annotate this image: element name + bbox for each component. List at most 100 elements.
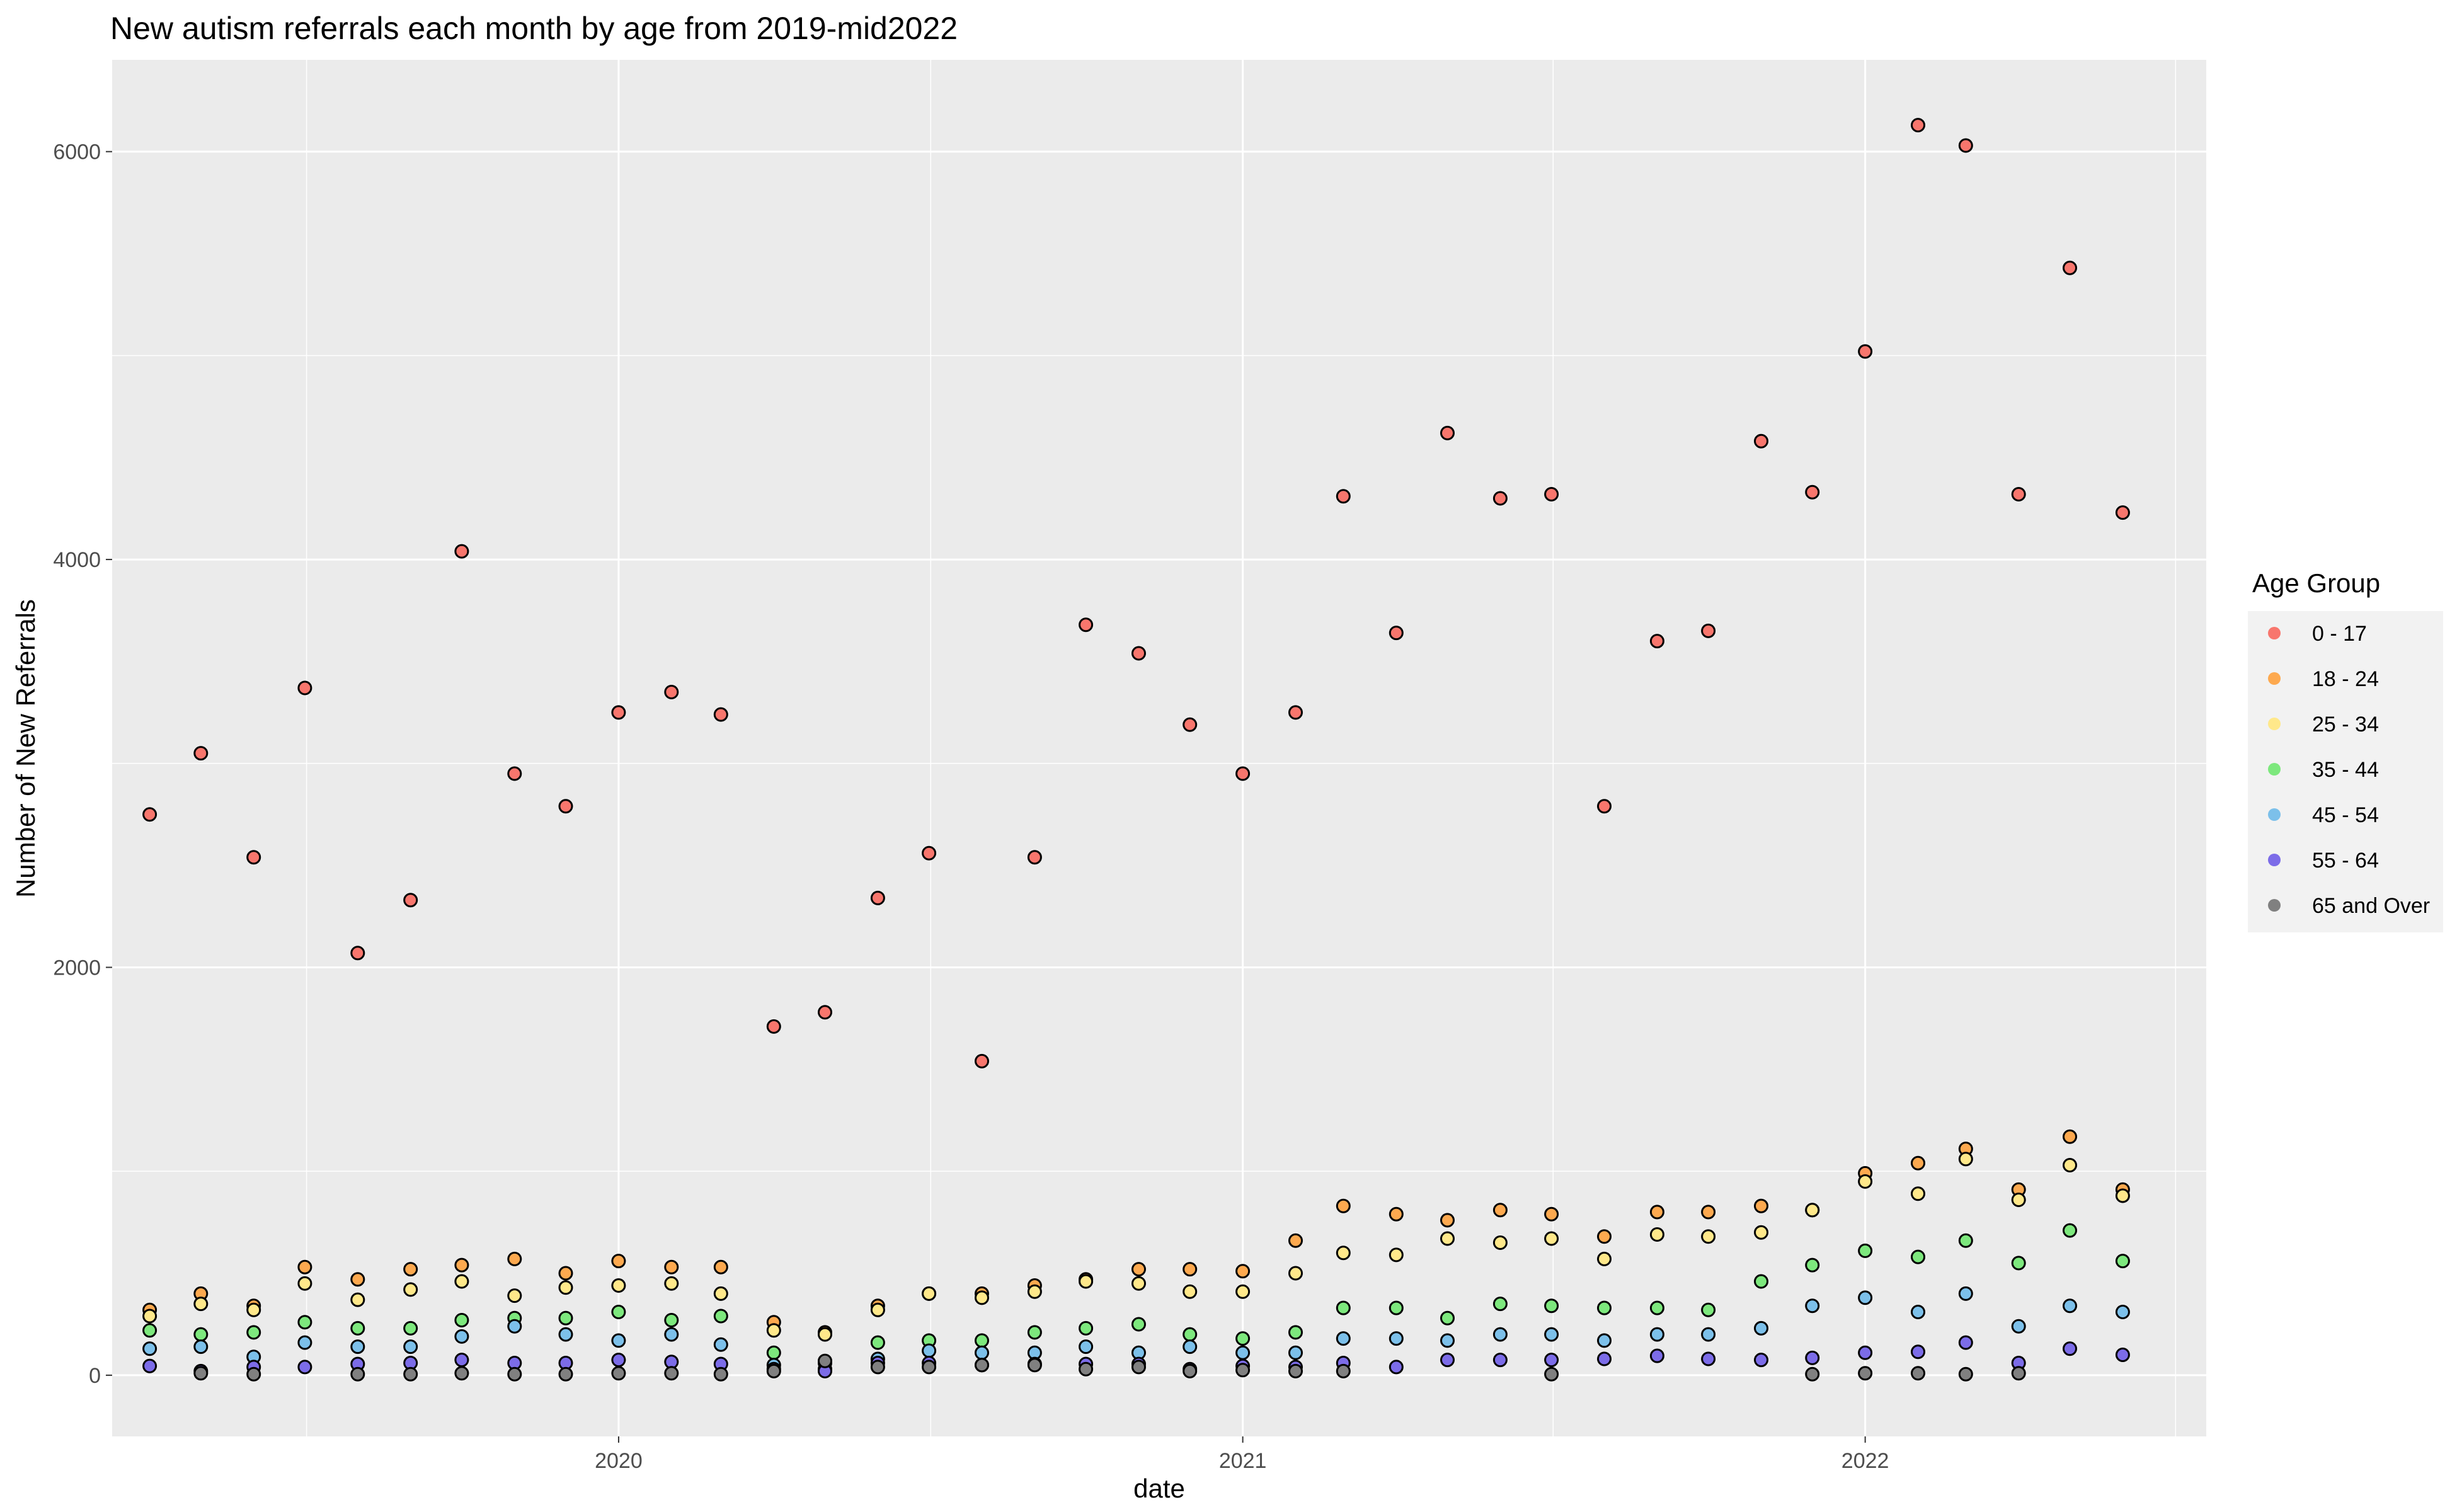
y-axis-title: Number of New Referrals	[11, 599, 40, 898]
legend-label: 25 - 34	[2312, 713, 2379, 736]
data-point	[246, 1302, 261, 1317]
data-point	[2011, 487, 2026, 501]
legend-label: 18 - 24	[2312, 667, 2379, 691]
data-point	[1389, 1360, 1404, 1375]
data-point	[1288, 1266, 1303, 1281]
legend-key-background	[2248, 611, 2443, 932]
data-point	[1597, 1351, 1612, 1366]
x-tick-label: 2021	[1219, 1449, 1267, 1473]
data-point	[2011, 1319, 2026, 1334]
data-point	[1440, 425, 1455, 440]
data-point	[2063, 1298, 2077, 1314]
data-point	[2011, 1256, 2026, 1271]
data-point	[1079, 1274, 1094, 1289]
data-point	[1754, 1274, 1768, 1289]
data-point	[975, 1053, 989, 1068]
data-point	[1544, 1206, 1559, 1222]
data-point	[664, 1327, 679, 1342]
data-point	[1805, 1350, 1820, 1365]
data-point	[922, 1343, 937, 1358]
data-point	[1649, 1348, 1664, 1363]
data-point	[1911, 1344, 1925, 1360]
data-point	[507, 1366, 522, 1382]
data-point	[664, 1366, 679, 1381]
data-point	[142, 1323, 158, 1338]
data-point	[507, 1288, 522, 1303]
data-point	[1858, 1174, 1873, 1189]
data-point	[1701, 623, 1716, 638]
x-axis: 2020 2021 2022	[595, 1436, 1889, 1473]
data-point	[193, 1366, 209, 1381]
y-tick-label: 0	[89, 1364, 101, 1388]
x-axis-title: date	[1133, 1474, 1185, 1503]
data-point	[1183, 1284, 1198, 1299]
legend-key-5	[2268, 854, 2281, 866]
data-point	[2011, 1193, 2026, 1207]
data-point	[1911, 1249, 1925, 1264]
data-point	[1336, 1246, 1351, 1261]
data-point	[454, 1329, 469, 1344]
legend-label: 0 - 17	[2312, 622, 2367, 646]
data-point	[766, 1323, 781, 1338]
data-point	[193, 746, 209, 761]
data-point	[1701, 1229, 1716, 1244]
data-point	[713, 1309, 728, 1324]
data-point	[297, 1259, 312, 1274]
legend-label: 35 - 44	[2312, 758, 2379, 782]
data-point	[454, 1257, 469, 1273]
grid-major	[112, 60, 2206, 1436]
data-point	[611, 1278, 626, 1293]
data-point	[1492, 1353, 1508, 1368]
chart-title: New autism referrals each month by age f…	[110, 11, 958, 46]
data-point	[1079, 617, 1094, 633]
data-point	[1440, 1213, 1455, 1228]
data-point	[870, 1360, 885, 1375]
data-point	[1492, 1203, 1508, 1218]
data-point	[558, 1327, 573, 1342]
data-point	[975, 1290, 989, 1305]
data-point	[1336, 1300, 1351, 1315]
data-point	[1754, 1198, 1768, 1213]
data-point	[142, 1358, 158, 1373]
x-tick-label: 2020	[595, 1449, 643, 1473]
data-point	[922, 1286, 937, 1301]
data-point	[1544, 487, 1559, 501]
data-point	[1235, 1363, 1251, 1378]
data-point	[664, 1313, 679, 1327]
data-point	[297, 680, 312, 696]
data-point	[454, 1353, 469, 1368]
data-point	[818, 1353, 832, 1368]
data-point	[1911, 118, 1925, 133]
data-point	[1440, 1353, 1455, 1368]
data-point	[1440, 1310, 1455, 1326]
data-point	[1235, 1345, 1251, 1360]
data-point	[766, 1363, 781, 1378]
data-point	[975, 1345, 989, 1360]
data-point	[2063, 1341, 2077, 1356]
data-point	[1858, 1366, 1873, 1381]
data-point	[1701, 1302, 1716, 1317]
data-point	[1027, 1284, 1042, 1299]
data-point	[1911, 1186, 1925, 1201]
data-point	[1492, 1297, 1508, 1312]
data-point	[2115, 1188, 2130, 1203]
data-point	[193, 1297, 209, 1312]
data-point	[1701, 1205, 1716, 1220]
data-point	[1389, 1247, 1404, 1263]
data-point	[193, 1327, 209, 1342]
data-point	[1754, 433, 1768, 449]
data-point	[1288, 705, 1303, 720]
data-point	[664, 1276, 679, 1291]
data-point	[1131, 1276, 1146, 1291]
data-point	[1701, 1327, 1716, 1342]
data-point	[2115, 1305, 2130, 1319]
data-point	[350, 1320, 365, 1336]
data-point	[1754, 1353, 1768, 1368]
plot-panel	[112, 60, 2206, 1436]
data-point	[713, 1366, 728, 1382]
data-point	[350, 1366, 365, 1382]
data-point	[1701, 1351, 1716, 1366]
data-point	[1597, 799, 1612, 814]
data-point	[1131, 1317, 1146, 1332]
data-point	[1958, 1152, 1973, 1167]
